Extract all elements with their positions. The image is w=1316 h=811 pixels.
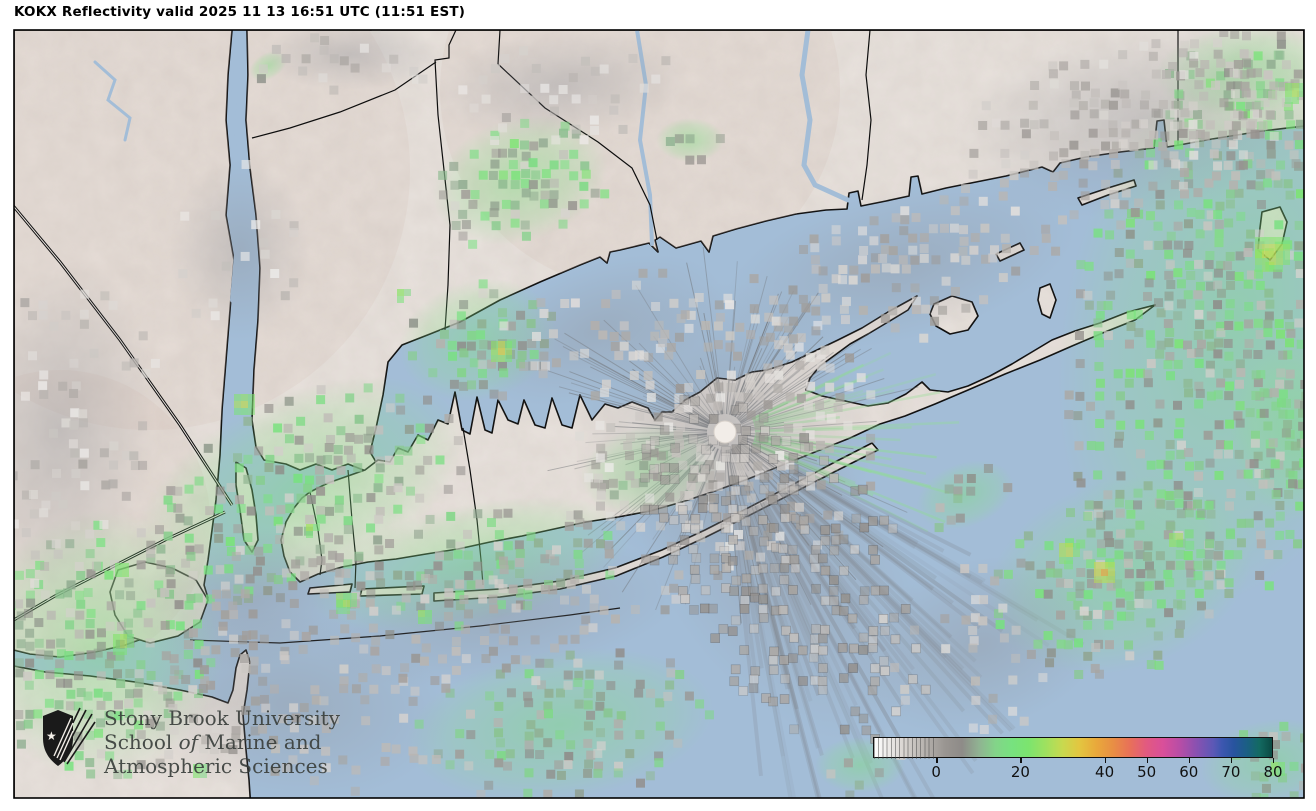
colorbar-tick-label: 20 [1010, 763, 1030, 781]
reflectivity-colorbar: 0 20 40 50 60 70 80 [873, 737, 1283, 783]
colorbar-tick-label: 50 [1137, 763, 1157, 781]
colorbar-tick [936, 758, 938, 763]
connecticut-river [799, 30, 851, 203]
clutter-region-top-ct [458, 46, 671, 146]
colorbar-tick [1230, 758, 1233, 763]
colorbar-gradient [873, 737, 1273, 759]
figure-title: KOKX Reflectivity valid 2025 11 13 16:51… [14, 4, 466, 20]
colorbar-tick-label: 70 [1221, 763, 1241, 781]
echo-region-bottom-center [414, 648, 714, 798]
ny-ct-state-line [434, 30, 457, 331]
colorbar-segments [874, 738, 937, 759]
colorbar-tick-label: 0 [931, 763, 941, 781]
clutter-region-se-sea-fan [640, 395, 931, 744]
radar-site-marker [713, 420, 737, 444]
colorbar-tick-label: 40 [1095, 763, 1115, 781]
clutter-region-ct-coast-speckle [749, 184, 1068, 355]
ct-county-line-e [861, 30, 872, 201]
echo-cores [113, 83, 1304, 778]
echo-region-ct-ne-small [665, 134, 725, 165]
clutter-region-top-left-speckle [271, 30, 428, 95]
colorbar-tick [1273, 758, 1275, 763]
echo-region-top-left-dot [256, 64, 268, 84]
map-frame [13, 29, 1305, 799]
nj-stream [93, 60, 132, 142]
colorbar-tick [1146, 758, 1149, 763]
colorbar-tick [1104, 758, 1106, 763]
clutter-region-south-shore-gray [330, 545, 681, 686]
clutter-region-nj-left [14, 289, 160, 600]
echo-region-ct-blob [438, 118, 610, 249]
colorbar-tick-label: 60 [1179, 763, 1199, 781]
clutter-region-mid-sound [499, 268, 711, 401]
reflectivity-echo-layer [14, 30, 1304, 798]
clutter-region-ri-corner [968, 30, 1301, 220]
colorbar-tick [1020, 758, 1022, 763]
colorbar-tick-label: 80 [1263, 763, 1283, 781]
echo-region-right-mid [1249, 350, 1304, 499]
colorbar-tick [1188, 758, 1191, 763]
echo-region-lower-left-mass [14, 520, 216, 780]
echo-region-fishers-sparse [934, 463, 1013, 533]
clutter-region-hudson-mid-sparse [178, 159, 299, 321]
clutter-region-ocean-sparse [890, 563, 1101, 735]
